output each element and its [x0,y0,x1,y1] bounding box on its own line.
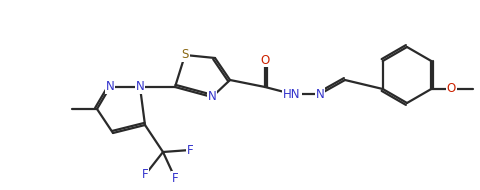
Text: N: N [315,88,324,101]
Text: F: F [171,172,178,184]
Text: S: S [181,48,188,62]
Text: N: N [106,81,114,93]
Text: HN: HN [283,88,300,101]
Text: O: O [260,54,269,66]
Text: O: O [446,82,455,96]
Text: N: N [207,90,216,104]
Text: F: F [142,169,148,181]
Text: N: N [135,81,144,93]
Text: F: F [186,143,193,157]
